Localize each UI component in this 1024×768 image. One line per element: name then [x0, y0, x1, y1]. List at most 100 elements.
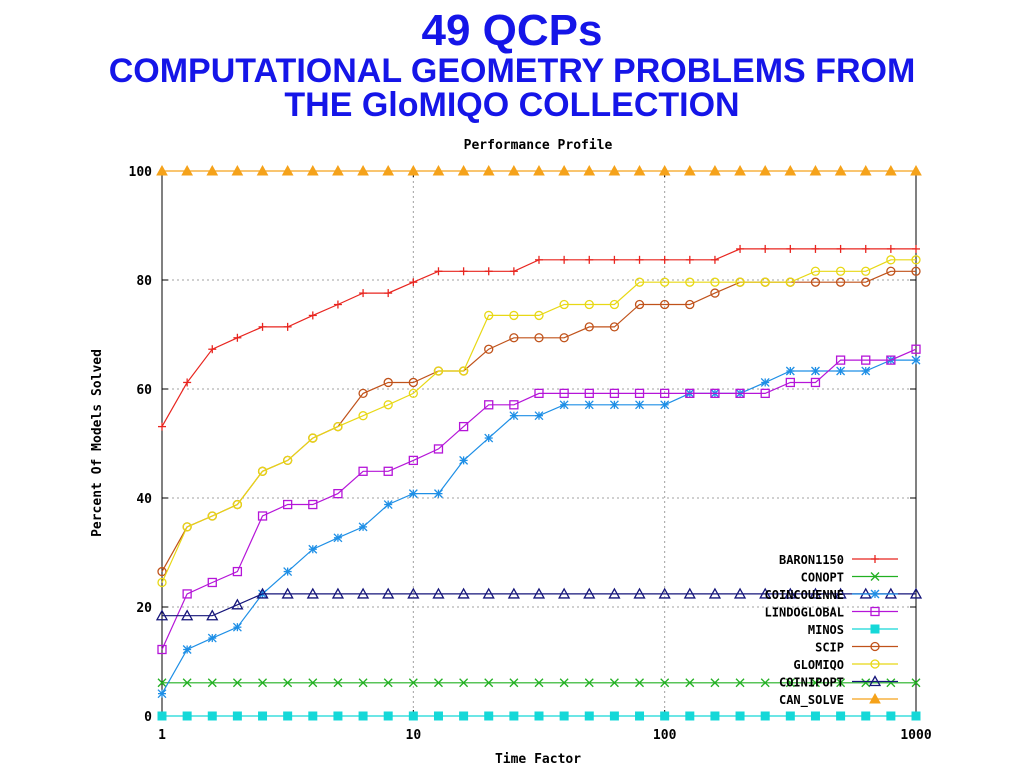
data-point	[785, 678, 795, 688]
data-point	[383, 678, 393, 688]
data-point	[660, 255, 669, 264]
data-point	[484, 400, 494, 410]
data-point	[534, 678, 544, 688]
data-point	[910, 164, 922, 176]
data-point	[156, 164, 168, 176]
x-axis-label: Time Factor	[495, 752, 581, 767]
data-point	[408, 489, 418, 499]
data-point	[433, 711, 443, 721]
legend: BARON1150 CONOPT COINCOUENNE LINDOGLOBAL MIN…	[765, 553, 898, 708]
data-point	[584, 322, 594, 332]
data-point	[358, 522, 368, 532]
data-point	[484, 344, 494, 354]
data-point	[232, 566, 243, 577]
series-layer	[155, 164, 923, 721]
data-point	[333, 533, 343, 543]
y-axis-label: Percent Of Models Solved	[90, 349, 105, 537]
data-point	[233, 333, 242, 342]
series-minos	[157, 711, 921, 721]
series-line	[161, 359, 916, 694]
data-point	[559, 400, 569, 410]
data-point	[182, 645, 192, 654]
data-point	[886, 244, 895, 253]
data-point	[281, 587, 294, 599]
data-point	[760, 378, 770, 387]
data-point	[384, 289, 393, 298]
x-tick-label: 100	[653, 728, 677, 743]
data-point	[308, 544, 318, 554]
data-point	[207, 577, 217, 588]
data-point	[861, 355, 871, 365]
data-point	[710, 388, 720, 399]
data-point	[859, 164, 872, 176]
data-point	[182, 711, 192, 721]
data-point	[408, 455, 418, 466]
data-point	[559, 388, 569, 399]
data-point	[408, 711, 418, 721]
data-point	[332, 164, 344, 176]
data-point	[836, 711, 846, 721]
data-point	[258, 678, 267, 688]
data-point	[256, 164, 269, 176]
data-point	[306, 587, 319, 599]
y-tick-label: 40	[136, 492, 152, 507]
data-point	[911, 355, 921, 365]
data-point	[283, 567, 293, 577]
data-point	[735, 277, 745, 287]
data-point	[911, 266, 921, 276]
data-point	[258, 322, 267, 331]
legend-entry: SCIP	[815, 641, 898, 655]
plot-frame	[161, 170, 917, 717]
series-lindoglobal	[157, 344, 921, 655]
data-point	[760, 678, 770, 688]
data-point	[710, 678, 720, 688]
data-point	[509, 310, 519, 321]
data-point	[257, 511, 268, 521]
data-point	[157, 644, 167, 655]
data-point	[306, 164, 319, 176]
data-point	[658, 164, 671, 176]
legend-entry: COINIPOPT	[779, 675, 898, 690]
data-point	[383, 377, 393, 388]
data-point	[660, 299, 670, 310]
data-point	[509, 678, 519, 688]
data-point	[760, 277, 770, 287]
data-point	[382, 587, 395, 599]
slide-subtitle-line-2: THE GloMIQO COLLECTION	[284, 86, 740, 124]
legend-label: MINOS	[808, 623, 844, 637]
data-point	[786, 244, 795, 253]
data-point	[509, 333, 519, 343]
data-point	[912, 244, 920, 253]
data-point	[333, 421, 343, 432]
data-point	[408, 377, 418, 388]
data-point	[784, 587, 797, 599]
data-point	[870, 572, 880, 581]
data-point	[861, 277, 871, 287]
data-point	[635, 400, 644, 410]
data-point	[785, 377, 795, 388]
data-point	[281, 164, 294, 176]
data-point	[155, 609, 169, 621]
data-point	[207, 678, 217, 688]
data-point	[685, 299, 695, 310]
data-point	[407, 164, 420, 176]
slide-title: 49 QCPs	[421, 6, 603, 55]
data-point	[358, 678, 368, 688]
data-point	[836, 366, 846, 376]
data-point	[584, 388, 594, 399]
data-point	[584, 678, 594, 688]
legend-label: SCIP	[815, 641, 844, 655]
data-point	[634, 388, 645, 399]
data-point	[609, 299, 620, 310]
data-point	[709, 164, 721, 176]
data-point	[232, 711, 242, 721]
data-point	[408, 678, 418, 688]
data-point	[886, 266, 896, 276]
data-point	[861, 266, 871, 276]
data-point	[735, 388, 745, 399]
data-point	[583, 587, 596, 599]
data-point	[810, 266, 821, 276]
legend-entry: GLOMIQO	[793, 658, 898, 672]
data-point	[232, 678, 242, 688]
